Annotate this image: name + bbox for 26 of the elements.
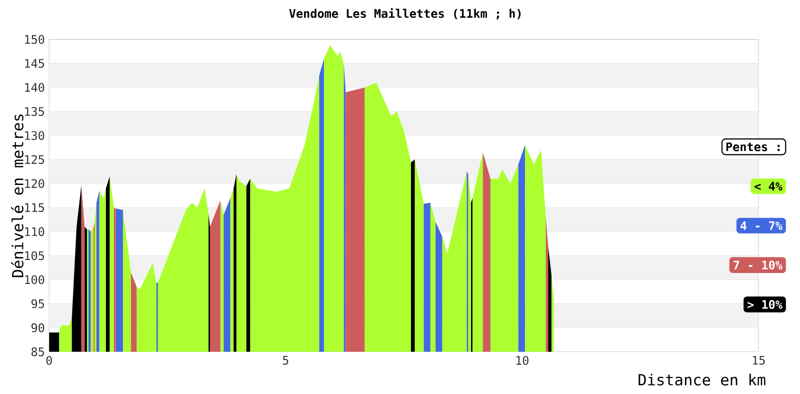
- text: 4 - 7%: [740, 221, 782, 230]
- x-tick-label: 0: [46, 356, 52, 365]
- y-tick-label: 90: [32, 323, 44, 332]
- text: > 10%: [748, 300, 782, 309]
- y-tick-label: 145: [25, 59, 44, 68]
- y-tick-label: 100: [25, 275, 44, 284]
- y-tick-label: 85: [32, 347, 44, 356]
- y-axis-title: Dénivelé en metres: [11, 114, 24, 278]
- y-tick-label: 130: [25, 131, 44, 140]
- y-tick-label: 115: [25, 203, 44, 212]
- y-tick-label: 135: [25, 106, 44, 116]
- y-tick-label: 105: [25, 251, 44, 260]
- y-tick-label: 150: [25, 34, 44, 44]
- chart-title: Vendome Les Maillettes (11km ; h): [289, 8, 521, 20]
- x-tick-label: 5: [282, 356, 288, 365]
- y-tick-label: 120: [25, 179, 44, 188]
- x-axis-title: Distance en km: [638, 374, 766, 386]
- y-tick-label: 110: [25, 227, 44, 236]
- y-tick-label: 140: [25, 82, 44, 92]
- x-tick-label: 10: [516, 356, 528, 365]
- text: < 4%: [754, 182, 782, 190]
- text: 7 - 10%: [734, 260, 782, 270]
- x-tick-label: 15: [752, 356, 765, 365]
- y-tick-label: 95: [32, 299, 44, 308]
- y-tick-label: 125: [25, 155, 44, 164]
- legend-title: Pentes :: [726, 142, 780, 152]
